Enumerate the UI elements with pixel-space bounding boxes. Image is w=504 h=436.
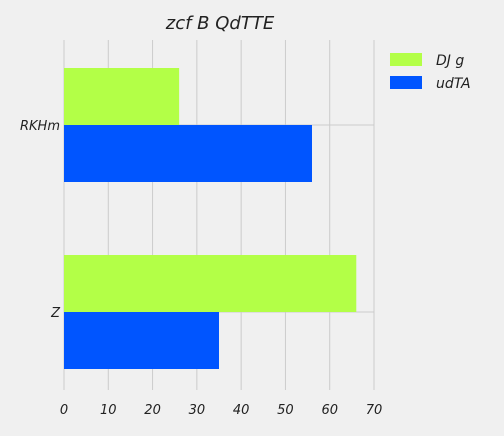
label-layer: zcf B QdTTE 0 10 20 30 40 50 60 70 RKHm Z: [20, 13, 382, 418]
x-tick-label-5: 50: [277, 403, 294, 418]
legend-label-0: DJ g: [436, 53, 464, 69]
x-tick-label-4: 40: [233, 403, 250, 418]
chart-title: zcf B QdTTE: [165, 13, 275, 34]
y-tick-label-1: Z: [50, 306, 61, 321]
y-tick-label-0: RKHm: [20, 119, 60, 134]
x-tick-label-2: 20: [144, 403, 161, 418]
bar-series-1-RKHm: [64, 125, 312, 182]
bar-series-0-RKHm: [64, 68, 180, 125]
legend-label-1: udTA: [436, 76, 471, 92]
legend-swatch-0: [390, 53, 422, 66]
legend-swatch-1: [390, 76, 422, 89]
x-tick-label-3: 30: [189, 403, 206, 418]
x-tick-label-0: 0: [60, 403, 68, 418]
x-tick-label-6: 60: [321, 403, 338, 418]
bar-series-1-Z: [64, 312, 219, 369]
x-tick-label-1: 10: [100, 403, 117, 418]
legend: DJ g udTA: [390, 53, 471, 92]
x-tick-label-7: 70: [366, 403, 383, 418]
bar-series-0-Z: [64, 255, 357, 312]
bar-layer: [64, 68, 357, 369]
